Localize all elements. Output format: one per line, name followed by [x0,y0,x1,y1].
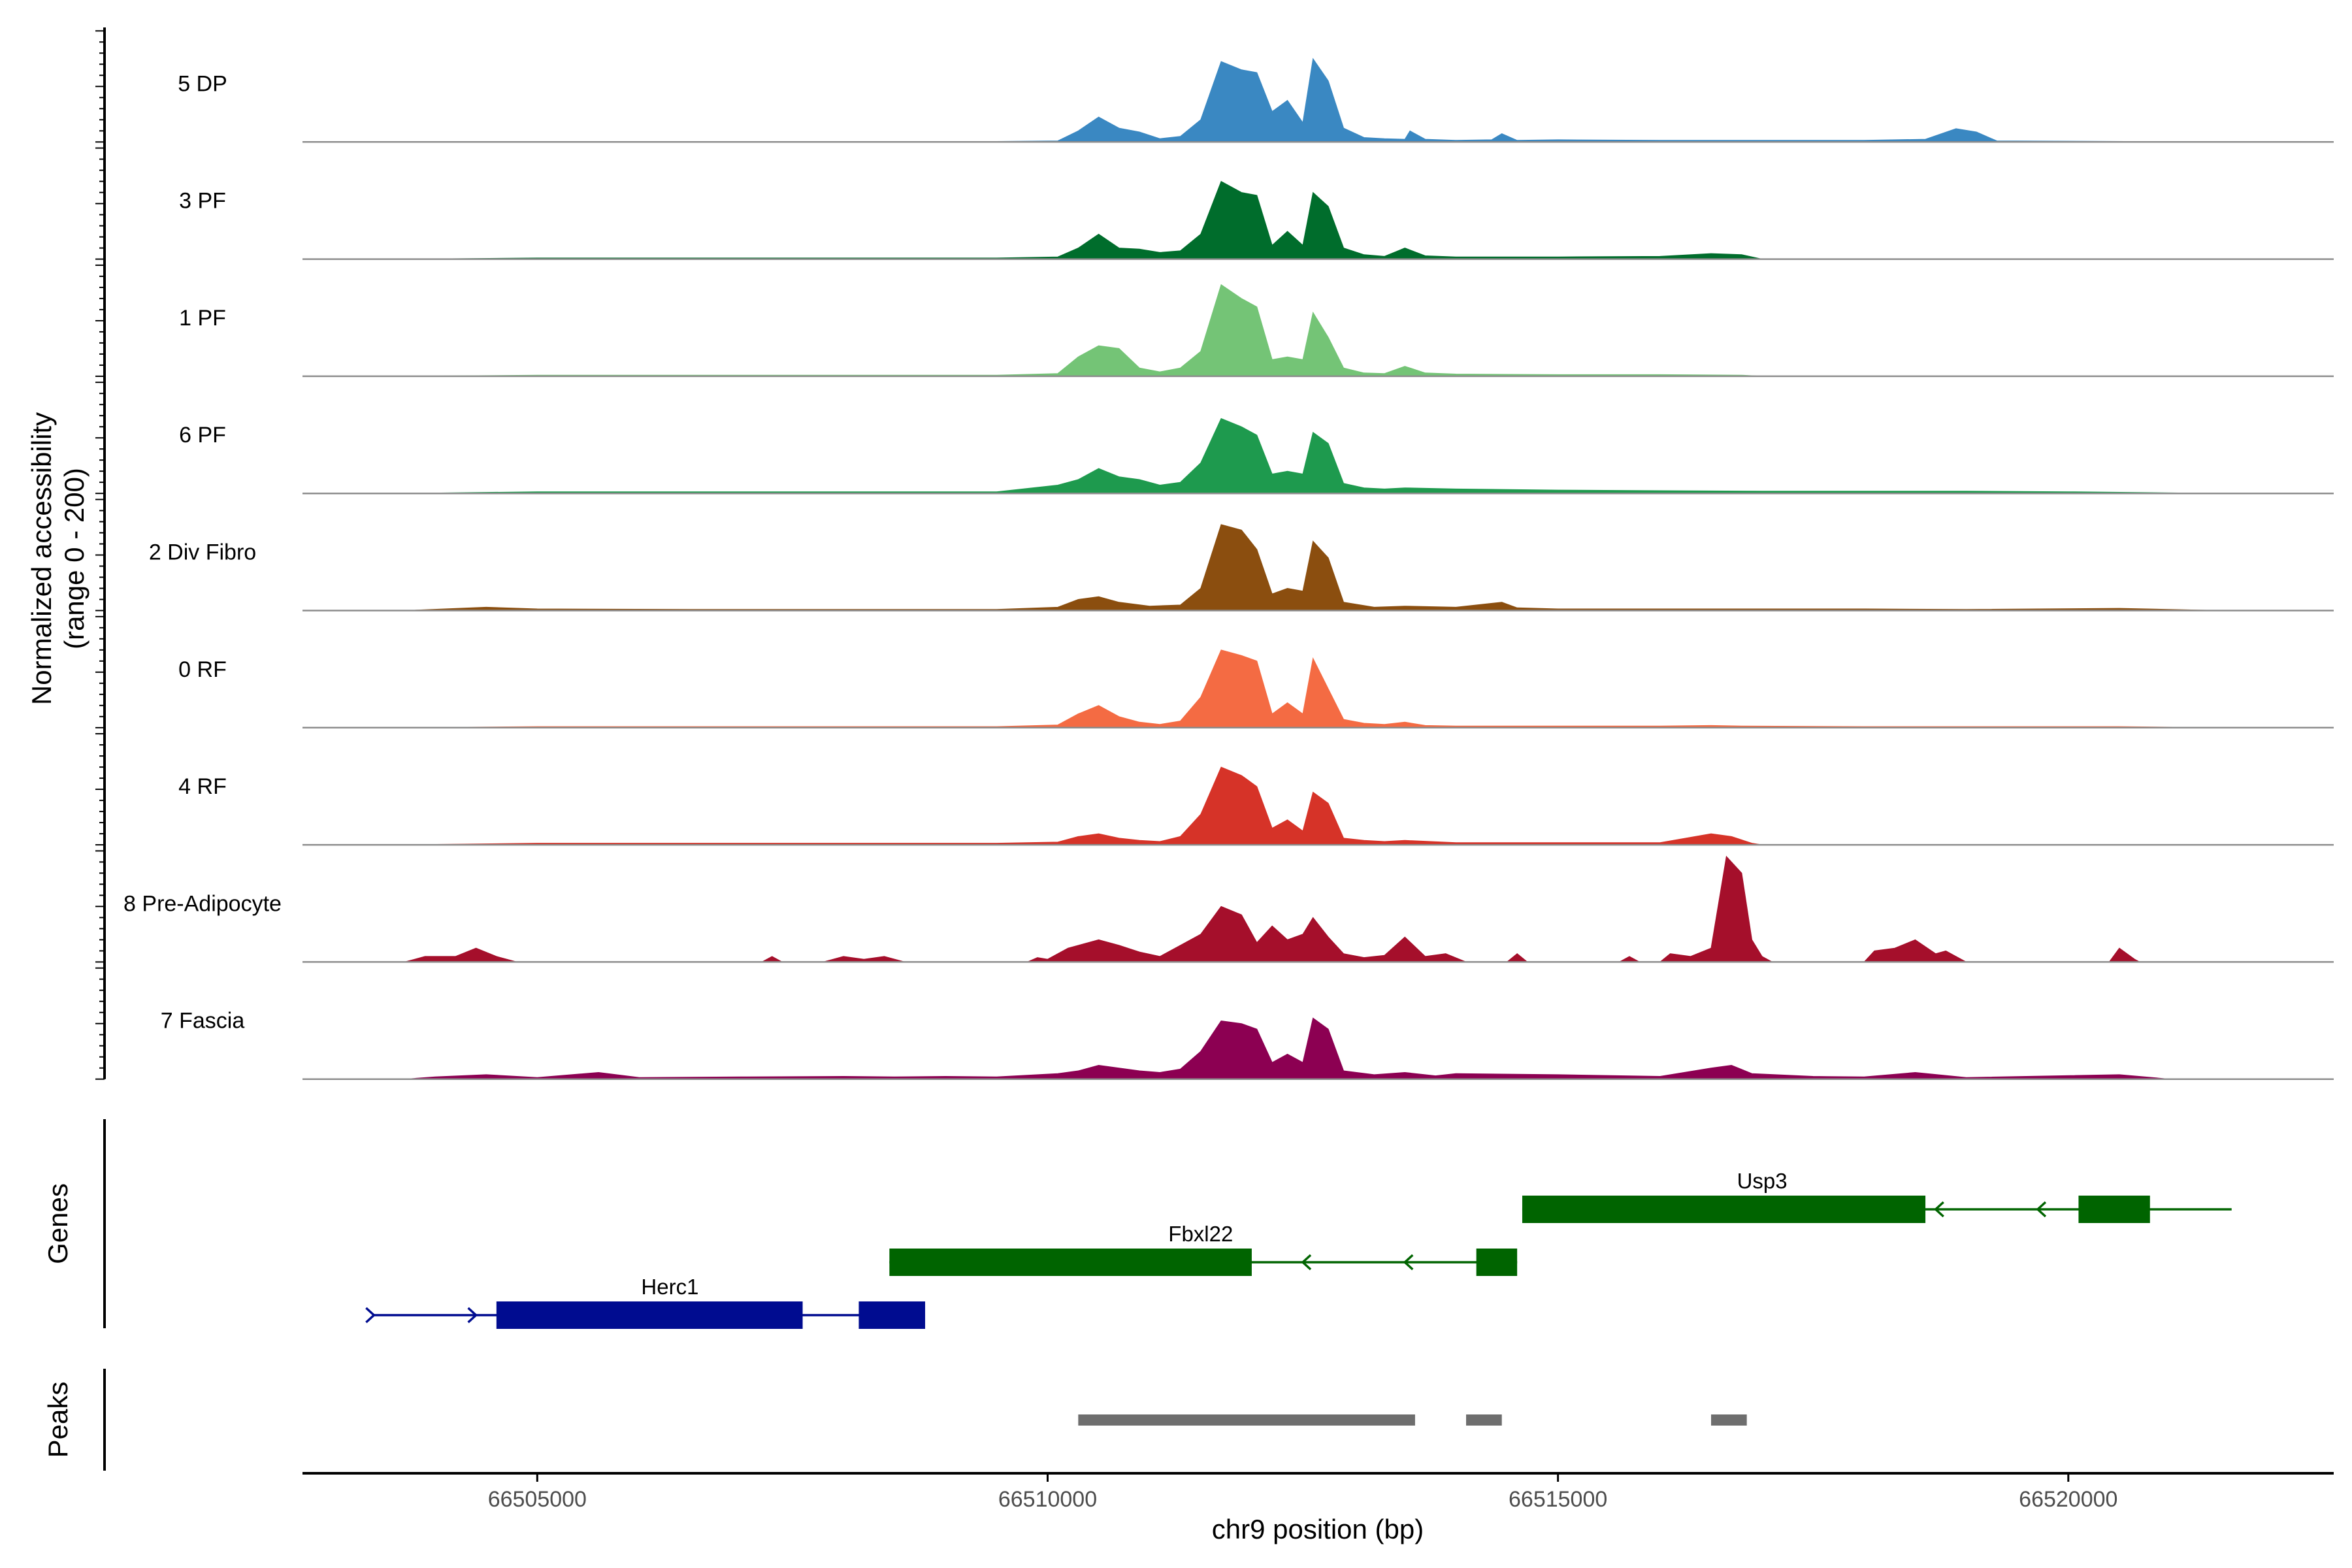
gene-exon [1522,1196,1926,1223]
strand-arrow [1934,1201,1944,1218]
track-label: 3 PF [179,189,226,214]
x-tick-label: 66515000 [1509,1487,1607,1512]
coverage-area [404,766,1763,845]
peak-bar [1710,1414,1747,1426]
track-label: 8 Pre-Adipocyte [123,891,282,916]
coverage-area [404,57,2232,142]
coverage-area [404,524,2222,611]
peak-bar [1466,1414,1502,1426]
strand-arrow [365,1307,376,1324]
coverage-track: 3 PF [179,180,2334,260]
coverage-area [404,417,2222,494]
x-tick-label: 66510000 [998,1487,1097,1512]
gene-exon [1476,1249,1518,1276]
gene-model: Fbxl22 [889,1222,1518,1276]
gene-label: Herc1 [641,1275,698,1299]
track-label: 2 Div Fibro [149,540,256,565]
x-tick-label: 66505000 [488,1487,587,1512]
strand-arrow [467,1307,478,1324]
coverage-track: 0 RF [178,649,2334,729]
coverage-area [404,1017,2171,1080]
coverage-track: 4 RF [178,766,2334,846]
gene-model: Herc1 [365,1275,926,1329]
track-label: 7 Fascia [161,1009,245,1034]
peaks-panel-label: Peaks [42,1382,73,1458]
coverage-track: 7 Fascia [161,1009,2334,1080]
track-label: 1 PF [179,306,226,331]
strand-arrow [1403,1254,1414,1271]
strand-arrow [2036,1201,2047,1218]
coverage-y-range-label: (range 0 - 200) [59,468,90,649]
gene-exon [889,1249,1252,1276]
track-label: 4 RF [178,774,227,799]
coverage-track: 5 DP [178,57,2334,143]
coverage-area [404,180,1763,260]
gene-exon [2078,1196,2150,1223]
coverage-tracks: 5 DP 3 PF 1 PF 6 PF 2 Div Fibro 0 RF 4 RF 8 Pre… [123,57,2334,1080]
coverage-track: 6 PF [179,417,2334,495]
gene-label: Fbxl22 [1168,1222,1233,1246]
track-label: 6 PF [179,423,226,448]
track-label: 5 DP [178,71,227,96]
coverage-y-axis [95,27,106,1080]
x-axis-ticks: 66505000 66510000 66515000 66520000 [488,1473,2117,1512]
x-tick-label: 66520000 [2019,1487,2117,1512]
genes-panel-label: Genes [42,1183,73,1264]
track-label: 0 RF [178,657,227,682]
coverage-area [404,649,2222,728]
strand-arrow [1301,1254,1312,1271]
gene-label: Usp3 [1737,1169,1788,1193]
coverage-track: 2 Div Fibro [149,524,2334,612]
coverage-area [404,284,1763,377]
peak-bar [1078,1414,1415,1426]
coverage-track: 8 Pre-Adipocyte [123,855,2334,963]
gene-exon [496,1301,803,1329]
coverage-y-label: Normalized accessibility [26,412,57,705]
gene-annotations: Herc1 Fbxl22 Usp3 [365,1169,2232,1329]
coverage-area [404,855,2140,962]
gene-model: Usp3 [1522,1169,2232,1223]
peak-ranges [1078,1414,1747,1426]
coverage-track: 1 PF [179,284,2334,378]
gene-exon [858,1301,926,1329]
x-axis-label: chr9 position (bp) [1212,1514,1424,1544]
